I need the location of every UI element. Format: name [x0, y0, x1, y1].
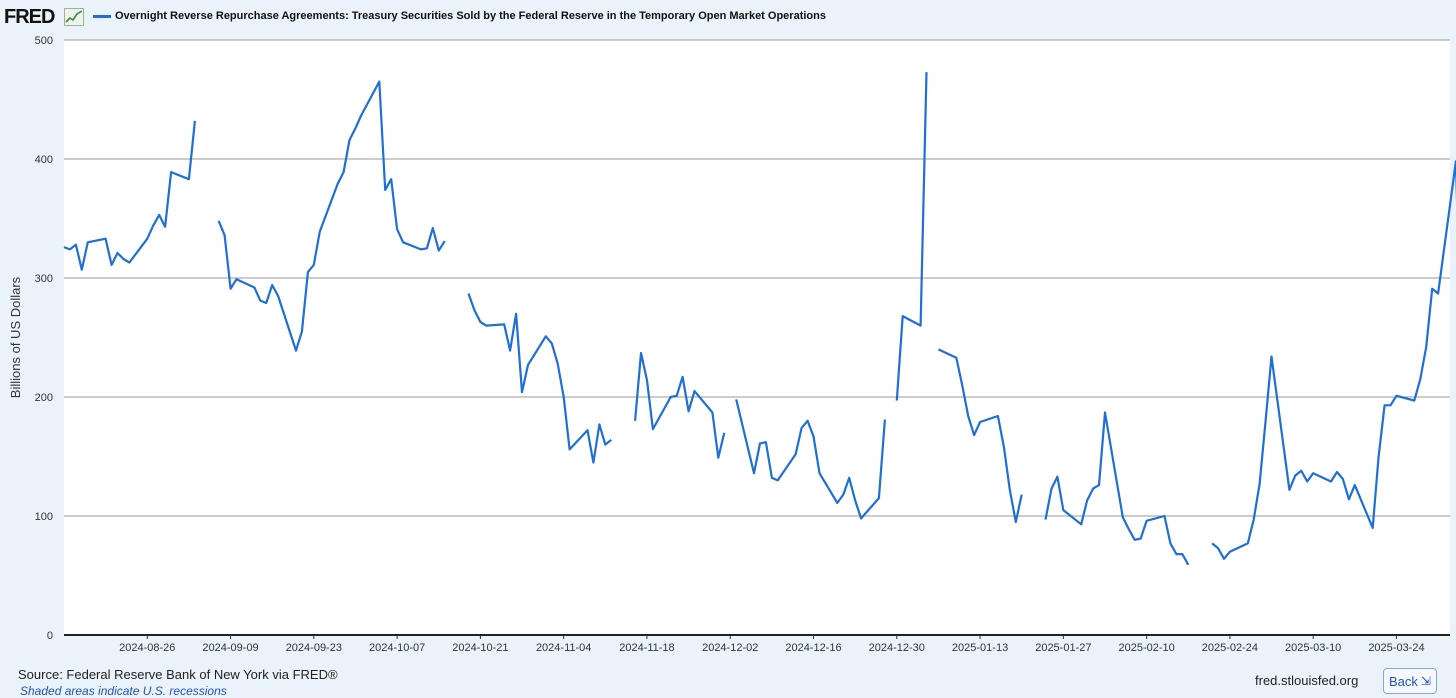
x-tick-label: 2025-03-24 — [1368, 642, 1424, 654]
series-line-segment — [1044, 411, 1190, 566]
series-line-segment — [63, 120, 196, 271]
fred-graph-icon — [64, 8, 84, 26]
collapse-arrows-icon: ⇲ — [1420, 674, 1431, 688]
x-tick-label: 2024-09-23 — [286, 642, 342, 654]
fred-logo[interactable]: FRED — [4, 6, 55, 28]
series-line-segment — [1211, 160, 1456, 560]
back-button[interactable]: Back ⇲ — [1383, 668, 1437, 694]
y-axis-label: Billions of US Dollars — [8, 276, 23, 398]
back-label: Back — [1389, 673, 1418, 689]
x-tick-label: 2024-12-16 — [785, 642, 841, 654]
y-tick-label: 500 — [35, 35, 53, 47]
site-url[interactable]: fred.stlouisfed.org — [1255, 673, 1359, 688]
y-tick-label: 0 — [47, 630, 53, 642]
x-tick-label: 2025-03-10 — [1285, 642, 1341, 654]
x-tick-label: 2024-10-21 — [452, 642, 508, 654]
series-line-segment — [467, 293, 612, 464]
x-tick-label: 2024-09-09 — [202, 642, 258, 654]
legend-series-label: Overnight Reverse Repurchase Agreements:… — [115, 10, 826, 22]
series-line-segment — [735, 399, 886, 520]
chart-legend: Overnight Reverse Repurchase Agreements:… — [93, 10, 826, 22]
x-tick-label: 2025-02-24 — [1202, 642, 1258, 654]
plot-area — [64, 40, 1450, 635]
recession-note: Shaded areas indicate U.S. recessions — [20, 684, 227, 698]
x-tick-label: 2024-11-04 — [536, 642, 591, 654]
series-line-segment — [937, 348, 1023, 524]
x-tick-label: 2024-12-02 — [702, 642, 758, 654]
x-tick-label: 2025-02-10 — [1118, 642, 1174, 654]
x-tick-label: 2024-11-18 — [619, 642, 674, 654]
series-line-segment — [895, 72, 928, 401]
x-tick-label: 2024-08-26 — [119, 642, 175, 654]
y-tick-label: 300 — [35, 273, 53, 285]
chart-header: FRED Overnight Reverse Repurchase Agreem… — [0, 0, 1456, 34]
x-tick-label: 2024-12-30 — [869, 642, 925, 654]
source-text: Source: Federal Reserve Bank of New York… — [18, 667, 338, 682]
y-tick-label: 400 — [35, 154, 53, 166]
legend-swatch — [93, 14, 111, 18]
x-tick-label: 2025-01-13 — [952, 642, 1008, 654]
x-tick-label: 2025-01-27 — [1035, 642, 1091, 654]
y-tick-label: 200 — [35, 392, 53, 404]
x-tick-label: 2024-10-07 — [369, 642, 425, 654]
y-tick-label: 100 — [35, 511, 53, 523]
series-line-segment — [217, 80, 446, 352]
series-line-segment — [634, 351, 726, 459]
